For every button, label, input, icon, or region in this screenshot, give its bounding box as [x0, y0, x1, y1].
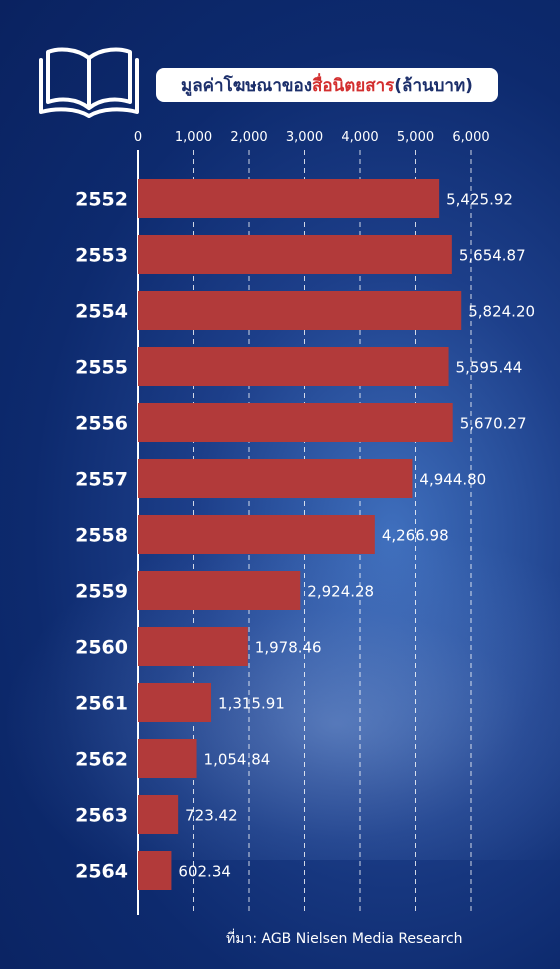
category-label: 2553	[75, 245, 128, 267]
value-label: 723.42	[185, 807, 238, 825]
title-prefix: มูลค่าโฆษณาของ	[181, 75, 312, 96]
value-label: 1,978.46	[255, 639, 322, 657]
x-tick-label: 4,000	[341, 130, 378, 145]
category-label: 2563	[75, 805, 128, 827]
category-label: 2558	[75, 525, 128, 547]
value-label: 4,266.98	[382, 527, 449, 545]
bar	[138, 235, 452, 274]
bar	[138, 683, 212, 722]
bar	[138, 851, 172, 890]
category-label: 2555	[75, 357, 128, 379]
category-label: 2564	[75, 861, 128, 883]
x-tick-label: 3,000	[286, 130, 323, 145]
bar	[138, 403, 453, 442]
value-label: 4,944.80	[419, 471, 486, 489]
bar	[138, 795, 179, 834]
bar	[138, 739, 197, 778]
value-label: 2,924.28	[307, 583, 374, 601]
bar	[138, 347, 449, 386]
category-label: 2559	[75, 581, 128, 603]
value-label: 1,054.84	[204, 751, 271, 769]
category-label: 2562	[75, 749, 128, 771]
x-axis-ticks: 0 1,000 2,000 3,000 4,000 5,000 6,000	[134, 130, 490, 145]
category-label: 2554	[75, 301, 128, 323]
value-label: 602.34	[178, 863, 231, 881]
chart-title: มูลค่าโฆษณาของ สื่อนิตยสาร (ล้านบาท)	[156, 68, 498, 102]
bar	[138, 179, 440, 218]
bars	[138, 179, 462, 890]
x-tick-label: 2,000	[230, 130, 267, 145]
book-icon	[39, 47, 139, 118]
bar	[138, 459, 413, 498]
source-note: ที่มา: AGB Nielsen Media Research	[226, 931, 463, 947]
bar	[138, 627, 248, 666]
value-label: 5,824.20	[468, 303, 535, 321]
bar	[138, 571, 301, 610]
value-label: 5,670.27	[460, 415, 527, 433]
labels: 2552 5,425.92 2553 5,654.87 2554 5,824.20 2555…	[75, 189, 535, 883]
category-label: 2561	[75, 693, 128, 715]
category-label: 2560	[75, 637, 128, 659]
x-tick-label: 5,000	[397, 130, 434, 145]
x-tick-label: 1,000	[175, 130, 212, 145]
value-label: 5,425.92	[446, 191, 513, 209]
title-highlight: สื่อนิตยสาร	[312, 75, 395, 96]
x-tick-label: 0	[134, 130, 142, 145]
value-label: 5,595.44	[456, 359, 523, 377]
value-label: 1,315.91	[218, 695, 285, 713]
category-label: 2552	[75, 189, 128, 211]
bar	[138, 291, 462, 330]
bar	[138, 515, 375, 554]
title-suffix: (ล้านบาท)	[394, 75, 473, 96]
category-label: 2557	[75, 469, 128, 491]
category-label: 2556	[75, 413, 128, 435]
x-tick-label: 6,000	[452, 130, 489, 145]
value-label: 5,654.87	[459, 247, 526, 265]
